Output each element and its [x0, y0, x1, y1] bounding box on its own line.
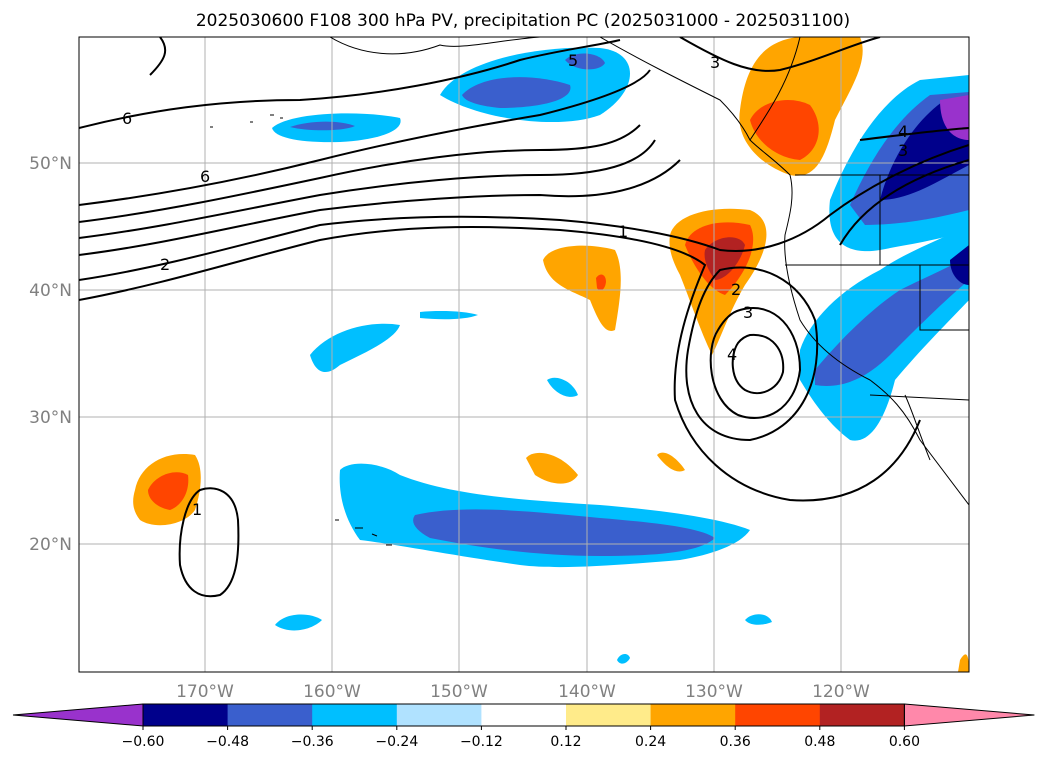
lat-tick-label: 40°N — [29, 281, 72, 301]
hawaii-islands — [335, 519, 392, 546]
contour-labels: 6 6 5 3 4 3 1 2 2 3 4 1 — [122, 51, 908, 519]
coastline — [599, 37, 751, 141]
pv-contour — [149, 37, 167, 76]
lat-tick-label: 50°N — [29, 154, 72, 174]
pv-contour — [79, 139, 656, 239]
colorbar-segment — [735, 704, 821, 726]
pv-contour — [79, 39, 621, 129]
pv-contour — [709, 307, 802, 419]
colorbar-segment — [566, 704, 652, 726]
chart-title: 2025030600 F108 300 hPa PV, precipitatio… — [196, 11, 850, 31]
contour-label: 5 — [568, 51, 578, 70]
lon-tick-label: 170°W — [176, 682, 234, 702]
aleutian-islands — [210, 114, 283, 128]
colorbar-tick-label: −0.60 — [122, 734, 165, 750]
colorbar-segment — [312, 704, 398, 726]
colorbar: −0.60 −0.48 −0.36 −0.24 −0.12 0.12 0.24 0.36 0.4… — [12, 703, 1035, 750]
pv-contour — [839, 159, 969, 246]
contour-label: 1 — [618, 222, 628, 241]
colorbar-tick-label: −0.36 — [291, 734, 334, 750]
contour-label: 4 — [727, 345, 737, 364]
coastline — [904, 394, 931, 461]
contour-label: 2 — [731, 280, 741, 299]
precip-region — [958, 654, 969, 672]
contour-label: 3 — [710, 53, 720, 72]
longitude-ticks: 170°W 160°W 150°W 140°W 130°W 120°W — [176, 682, 870, 702]
colorbar-segment — [227, 704, 313, 726]
colorbar-tick-label: 0.12 — [550, 734, 581, 750]
colorbar-tick-label: 0.36 — [720, 734, 751, 750]
lon-tick-label: 120°W — [812, 682, 870, 702]
colorbar-tick-label: 0.48 — [804, 734, 835, 750]
precip-region — [596, 274, 606, 291]
colorbar-tick-label: 0.24 — [635, 734, 666, 750]
colorbar-segment — [143, 704, 229, 726]
precip-region — [547, 377, 578, 397]
precip-region — [275, 614, 322, 631]
precip-region — [617, 654, 630, 664]
precip-region — [543, 245, 621, 331]
precip-region — [815, 255, 969, 386]
contour-label: 1 — [192, 500, 202, 519]
pv-contour — [859, 127, 969, 141]
precip-region — [565, 53, 605, 70]
pv-contour — [685, 266, 819, 442]
colorbar-tick-label: −0.24 — [375, 734, 418, 750]
graticule — [79, 37, 969, 672]
colorbar-tick-label: −0.12 — [460, 734, 503, 750]
lon-tick-label: 160°W — [303, 682, 361, 702]
precip-region — [290, 121, 355, 131]
latitude-ticks: 50°N 40°N 30°N 20°N — [29, 154, 72, 555]
colorbar-segment — [481, 704, 567, 726]
precip-region — [750, 100, 819, 160]
pv-contour — [79, 144, 969, 281]
contour-label: 6 — [200, 167, 210, 186]
precip-region — [526, 452, 578, 484]
pv-contour — [79, 159, 681, 256]
lon-tick-label: 150°W — [430, 682, 488, 702]
lat-tick-label: 20°N — [29, 535, 72, 555]
colorbar-extend-min — [12, 703, 144, 727]
colorbar-segment — [396, 704, 482, 726]
map-panel: 6 6 5 3 4 3 1 2 2 3 4 1 — [78, 36, 970, 673]
pv-contour — [79, 226, 921, 502]
coastline — [329, 37, 541, 55]
colorbar-tick-label: 0.60 — [889, 734, 920, 750]
lat-tick-label: 30°N — [29, 408, 72, 428]
colorbar-extend-max — [903, 703, 1035, 727]
pv-contour — [679, 37, 881, 72]
precip-region — [745, 614, 772, 625]
border — [869, 394, 969, 401]
pv-contour — [79, 124, 641, 223]
contour-label: 3 — [743, 303, 753, 322]
precip-region — [420, 311, 478, 320]
colorbar-frame — [142, 703, 905, 727]
lon-tick-label: 130°W — [685, 682, 743, 702]
colorbar-tick-label: −0.48 — [206, 734, 249, 750]
lon-tick-label: 140°W — [558, 682, 616, 702]
contour-label: 4 — [898, 122, 908, 141]
pv-contour — [79, 69, 651, 206]
contour-label: 3 — [898, 141, 908, 160]
colorbar-segment — [650, 704, 736, 726]
colorbar-segment — [819, 704, 905, 726]
precip-region — [148, 472, 189, 510]
precip-region — [657, 452, 685, 472]
map-frame — [78, 36, 970, 673]
precip-shading — [133, 37, 969, 672]
pv-contour — [178, 487, 240, 598]
border — [879, 175, 969, 331]
contour-label: 6 — [122, 109, 132, 128]
precip-region — [462, 77, 571, 108]
pv-contour — [731, 333, 785, 395]
contour-label: 2 — [160, 255, 170, 274]
pv-contours — [79, 37, 969, 598]
